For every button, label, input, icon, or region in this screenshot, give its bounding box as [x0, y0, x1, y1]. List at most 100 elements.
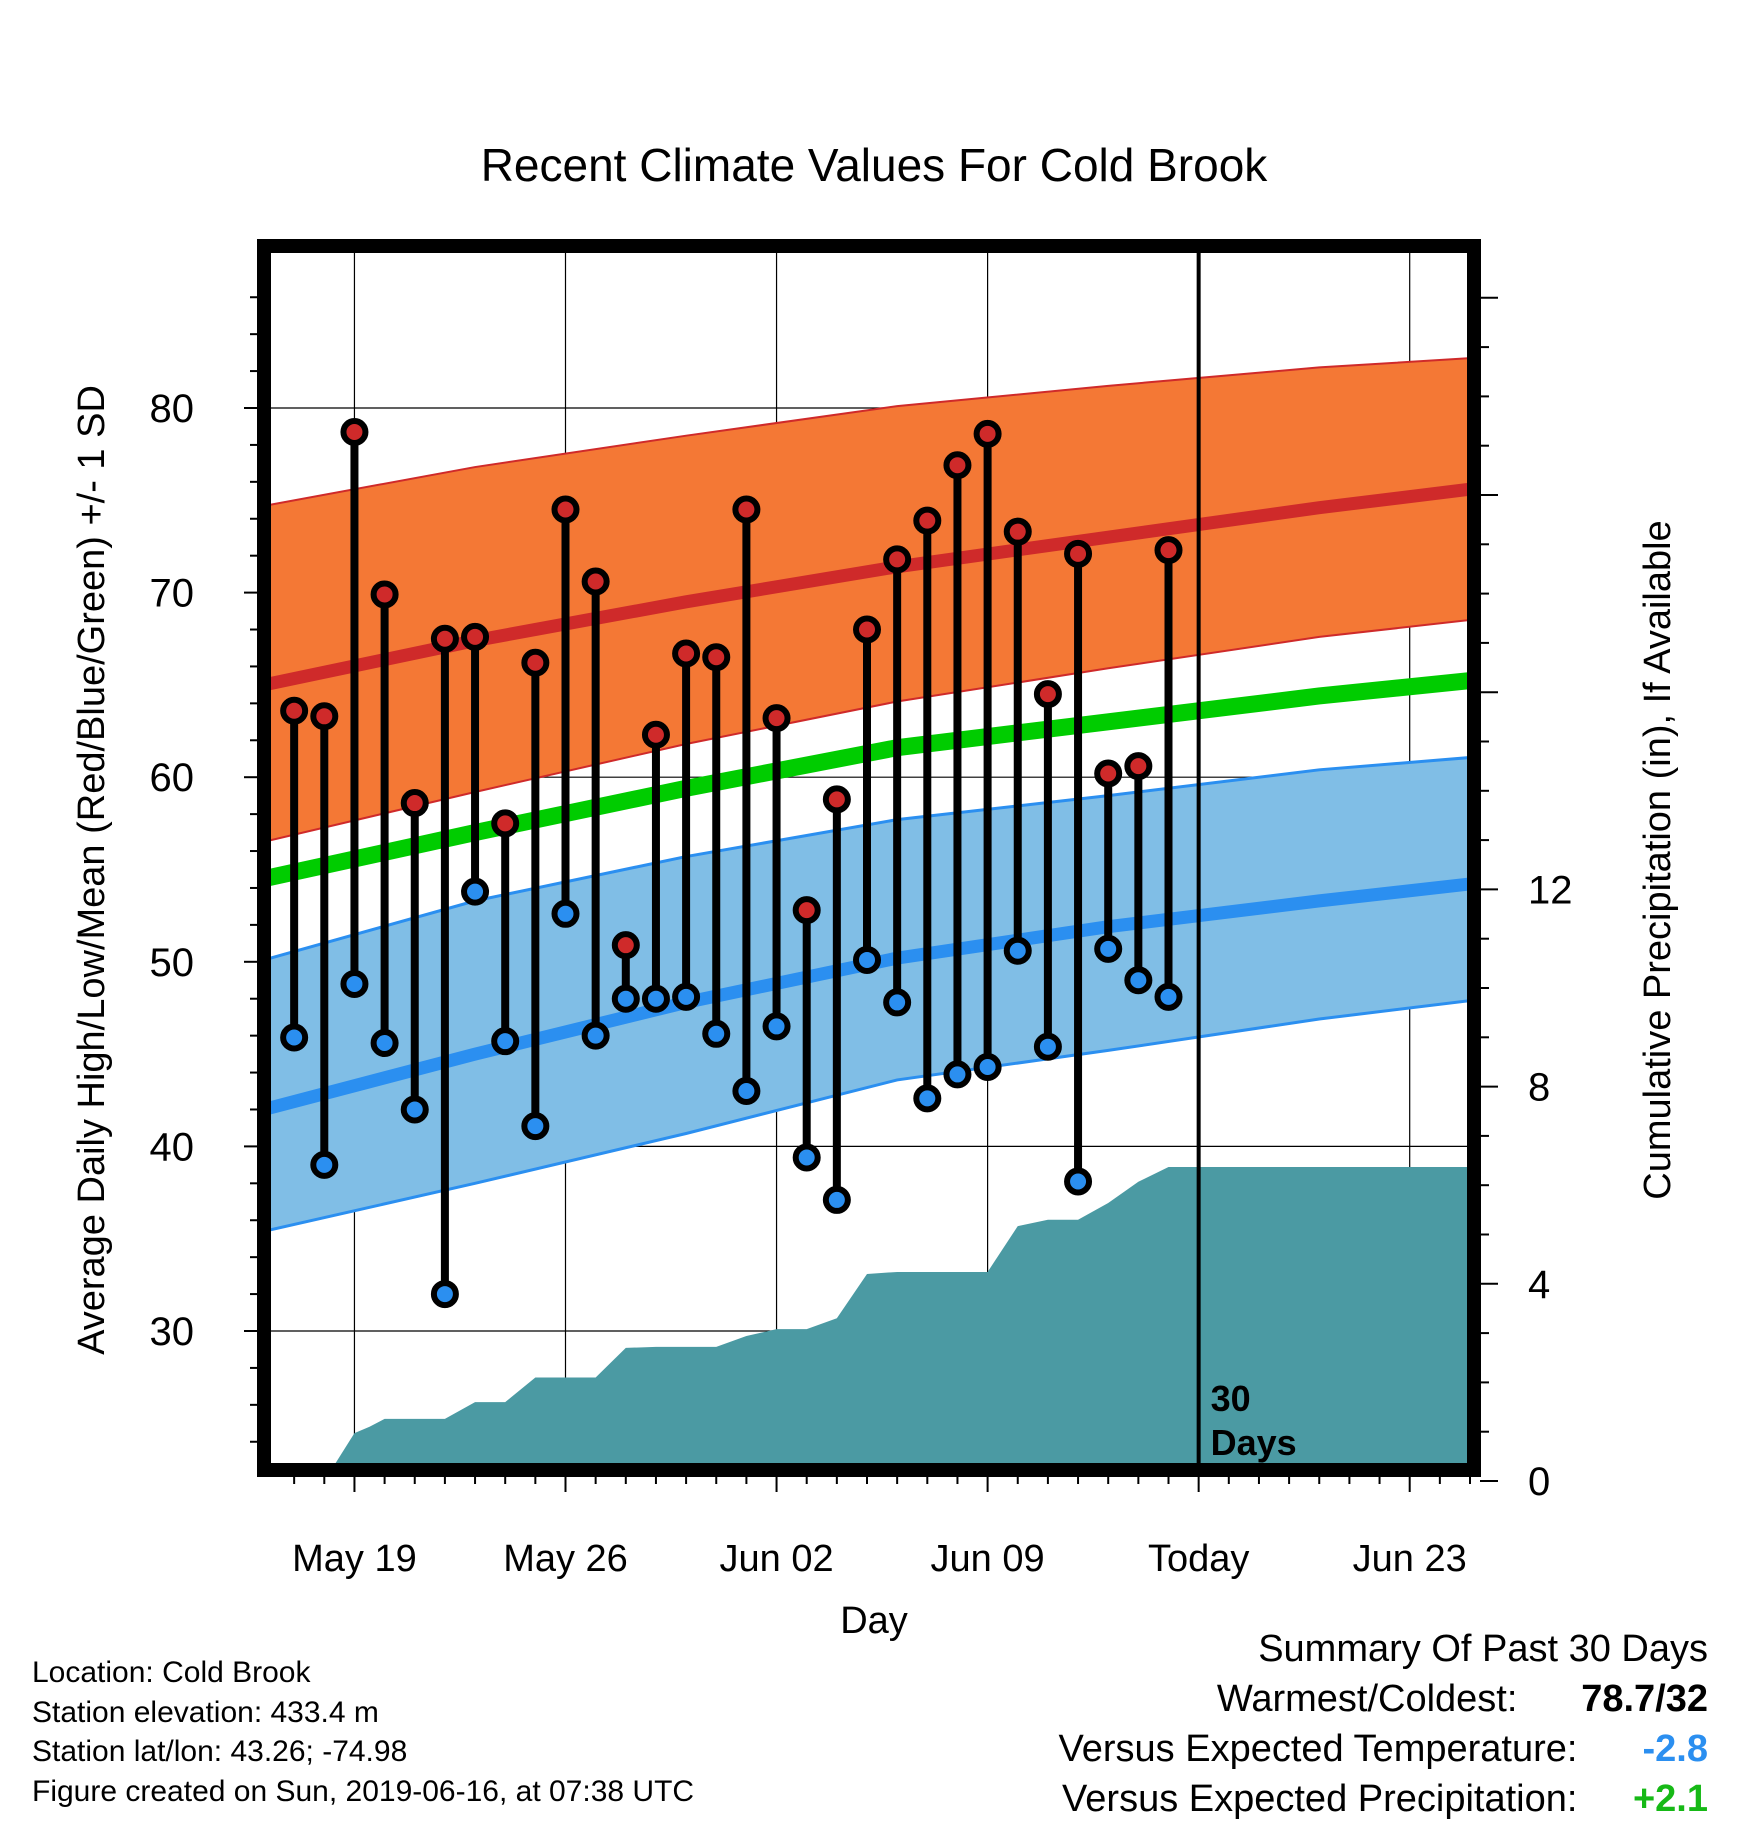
daily-low-point [1094, 934, 1123, 963]
today-annotation: 30 [1211, 1378, 1251, 1419]
precip-label: Versus Expected Precipitation: [1062, 1778, 1578, 1820]
daily-high-point [340, 417, 369, 446]
daily-low-point [732, 1077, 761, 1106]
daily-low-point [310, 1150, 339, 1179]
daily-high-point [521, 648, 550, 677]
daily-high-point [400, 789, 429, 818]
y-tick-label: 60 [150, 756, 195, 800]
x-tick-label: May 26 [503, 1538, 628, 1580]
x-axis-label: Day [840, 1600, 908, 1642]
low-lower-edge [264, 998, 1474, 1233]
daily-low-point [702, 1019, 731, 1048]
daily-high-point [430, 624, 459, 653]
daily-high-point [310, 702, 339, 731]
daily-high-point [370, 580, 399, 609]
daily-low-point [340, 969, 369, 998]
daily-low-point [581, 1021, 610, 1050]
warm-cold-label: Warmest/Coldest: [1216, 1678, 1518, 1720]
daily-high-point [1154, 536, 1183, 565]
daily-low-point [672, 982, 701, 1011]
daily-high-point [762, 704, 791, 733]
daily-high-point [1094, 759, 1123, 788]
daily-low-point [461, 877, 490, 906]
daily-low-point [641, 984, 670, 1013]
daily-high-point [672, 639, 701, 668]
daily-low-point [400, 1095, 429, 1124]
daily-high-point [853, 615, 881, 644]
x-tick-label: May 19 [292, 1538, 417, 1580]
daily-high-point [732, 495, 761, 524]
daily-low-point [430, 1280, 459, 1309]
daily-low-point [943, 1060, 972, 1089]
daily-low-point [913, 1084, 942, 1113]
daily-low-point [611, 984, 640, 1013]
info-created: Figure created on Sun, 2019-06-16, at 07… [32, 1775, 695, 1808]
daily-low-point [280, 1023, 309, 1052]
daily-low-point [822, 1185, 851, 1214]
y2-tick-label: 0 [1528, 1460, 1550, 1504]
daily-high-point [792, 896, 821, 925]
y2-axis-label: Cumulative Precipitation (in), If Availa… [1637, 520, 1679, 1199]
summary-temp: Versus Expected Temperature: -2.8 [1059, 1728, 1708, 1771]
y-axis-label: Average Daily High/Low/Mean (Red/Blue/Gr… [71, 385, 113, 1355]
daily-high-point [611, 931, 640, 960]
high-upper-edge [264, 356, 1474, 507]
warm-cold-value: 78.7/32 [1581, 1678, 1708, 1720]
daily-low-point [491, 1027, 520, 1056]
daily-high-point [280, 696, 309, 725]
summary-title: Summary Of Past 30 Days [1258, 1628, 1708, 1670]
daily-high-point [491, 809, 520, 838]
daily-low-point [853, 945, 881, 974]
daily-high-point [581, 567, 610, 596]
daily-low-point [762, 1012, 791, 1041]
plot-frame [257, 239, 1481, 1477]
y-tick-label: 80 [150, 387, 195, 431]
info-latlon: Station lat/lon: 43.26; -74.98 [32, 1735, 408, 1768]
info-location: Location: Cold Brook [32, 1656, 311, 1689]
info-elevation: Station elevation: 433.4 m [32, 1696, 379, 1729]
y-tick-label: 70 [150, 572, 195, 616]
x-tick-label: Jun 23 [1353, 1538, 1467, 1580]
daily-low-point [1003, 936, 1032, 965]
low-normal-band [264, 757, 1474, 1232]
daily-high-point [913, 506, 942, 535]
daily-low-point [883, 988, 912, 1017]
temp-value: -2.8 [1642, 1728, 1708, 1770]
daily-low-point [1064, 1167, 1093, 1196]
daily-high-point [1124, 752, 1153, 781]
x-tick-label: Today [1148, 1538, 1249, 1580]
daily-low-point [1033, 1032, 1062, 1061]
daily-high-point [822, 785, 851, 814]
daily-low-point [370, 1029, 399, 1058]
daily-high-point [1033, 680, 1062, 709]
temp-label: Versus Expected Temperature: [1058, 1728, 1578, 1770]
y-tick-label: 40 [150, 1125, 195, 1169]
chart-title: Recent Climate Values For Cold Brook [481, 139, 1269, 191]
y2-tick-label: 8 [1528, 1066, 1550, 1110]
daily-high-point [973, 419, 1002, 448]
daily-high-point [461, 622, 490, 651]
precip-area [331, 1166, 1474, 1470]
precip-value: +2.1 [1632, 1778, 1708, 1820]
daily-low-point [521, 1112, 550, 1141]
daily-low-point [551, 899, 580, 928]
daily-high-point [1064, 539, 1093, 568]
summary-precip: Versus Expected Precipitation: +2.1 [1062, 1778, 1708, 1821]
daily-high-point [641, 720, 670, 749]
daily-high-point [551, 495, 580, 524]
x-tick-label: Jun 02 [720, 1538, 834, 1580]
daily-low-point [1124, 966, 1153, 995]
today-annotation: Days [1211, 1422, 1297, 1463]
summary-warm-cold: Warmest/Coldest: 78.7/32 [1217, 1678, 1708, 1721]
y-tick-label: 50 [150, 941, 195, 985]
daily-high-point [1003, 517, 1032, 546]
daily-high-point [883, 545, 912, 574]
daily-high-point [943, 451, 972, 480]
daily-low-point [792, 1143, 821, 1172]
y-tick-label: 30 [150, 1310, 195, 1354]
daily-high-point [702, 643, 731, 672]
x-tick-label: Jun 09 [931, 1538, 1045, 1580]
y2-tick-label: 4 [1528, 1263, 1550, 1307]
